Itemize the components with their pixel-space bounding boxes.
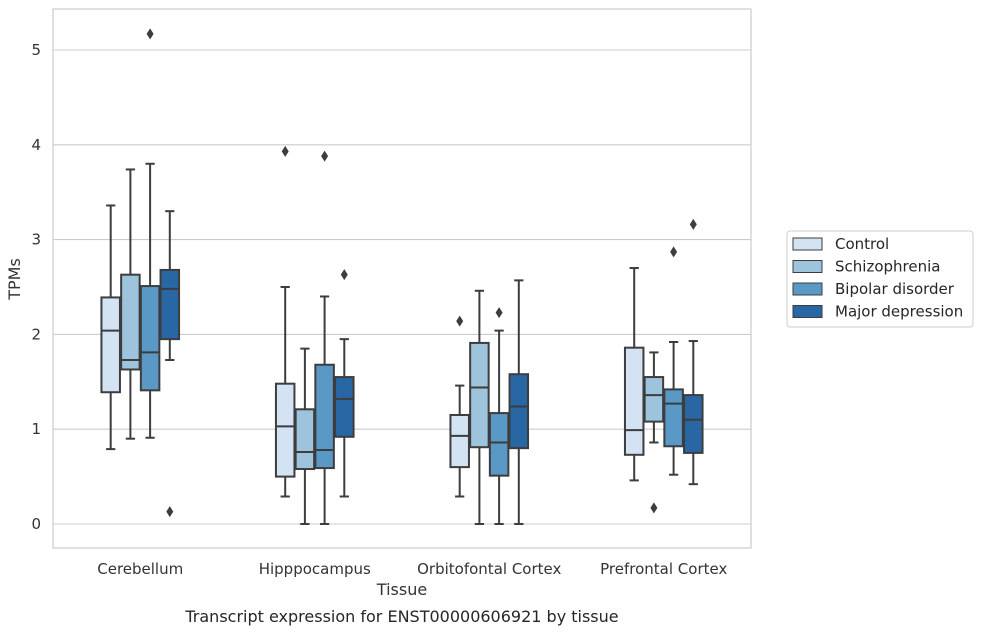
y-tick-labels: 0 1 2 3 4 5 [31, 41, 41, 533]
box-iqr [449, 413, 470, 469]
legend-swatch [792, 305, 823, 318]
box-3-2 [663, 246, 684, 476]
outlier-marker [146, 28, 154, 40]
legend-swatch [792, 237, 823, 251]
y-tick-label: 5 [31, 41, 41, 59]
legend-label: Control [835, 235, 889, 253]
outlier-marker [456, 315, 464, 327]
box-iqr [334, 376, 355, 438]
y-axis-label: TPMs [5, 258, 24, 301]
outlier-marker [166, 506, 174, 518]
box-iqr [643, 376, 665, 423]
legend-swatch [792, 260, 823, 273]
box-iqr [508, 373, 530, 450]
box-iqr [623, 346, 645, 456]
x-tick-labels: Cerebellum Hipppocampus Orbitofontal Corte… [97, 560, 727, 578]
outlier-marker [689, 218, 697, 230]
box-iqr [274, 382, 296, 478]
box-2-3 [508, 279, 530, 525]
legend-swatch [792, 282, 823, 296]
legend-label: Major depression [835, 303, 963, 321]
box-0-2 [139, 28, 161, 439]
y-tick-label: 0 [31, 515, 41, 533]
legend-label: Bipolar disorder [835, 280, 955, 298]
box-1-2 [314, 150, 335, 525]
legend: Control Schizophrenia Bipolar disorder Majo… [786, 230, 974, 328]
box-3-3 [683, 218, 704, 486]
box-1-1 [294, 347, 316, 525]
box-iqr [488, 412, 510, 477]
box-iqr [120, 273, 141, 371]
box-0-0 [100, 204, 121, 451]
y-tick-label: 3 [31, 231, 41, 249]
box-0-1 [120, 168, 141, 440]
box-iqr [100, 296, 121, 394]
outlier-marker [321, 150, 329, 162]
box-iqr [683, 394, 704, 454]
chart-caption: Transcript expression for ENST0000060692… [184, 607, 618, 626]
box-2-2 [488, 307, 510, 525]
plot-area [52, 8, 752, 549]
box-groups [100, 28, 704, 525]
legend-label: Schizophrenia [835, 258, 940, 276]
box-3-1 [643, 351, 665, 514]
box-1-3 [334, 269, 355, 498]
box-iqr [663, 388, 684, 448]
box-2-1 [469, 289, 490, 525]
box-2-0 [449, 315, 470, 498]
box-iqr [314, 363, 335, 470]
legend-frame [786, 230, 974, 328]
box-iqr [139, 285, 161, 392]
box-iqr [469, 341, 490, 449]
x-tick-label: Orbitofontal Cortex [417, 560, 561, 578]
box-iqr [294, 408, 316, 471]
outlier-marker [340, 269, 348, 281]
outlier-marker [670, 246, 678, 258]
box-iqr [159, 268, 181, 341]
y-tick-label: 4 [31, 136, 41, 154]
box-3-0 [623, 267, 645, 482]
outlier-marker [650, 502, 658, 514]
box-1-0 [274, 145, 296, 498]
outlier-marker [281, 145, 289, 157]
outlier-marker [495, 307, 503, 319]
x-tick-label: Cerebellum [97, 560, 183, 578]
x-axis-label: Tissue [376, 580, 427, 599]
y-tick-label: 2 [31, 325, 41, 343]
x-tick-label: Prefrontal Cortex [600, 560, 727, 578]
box-0-3 [159, 210, 181, 518]
y-tick-label: 1 [31, 420, 41, 438]
x-tick-label: Hipppocampus [259, 560, 371, 578]
